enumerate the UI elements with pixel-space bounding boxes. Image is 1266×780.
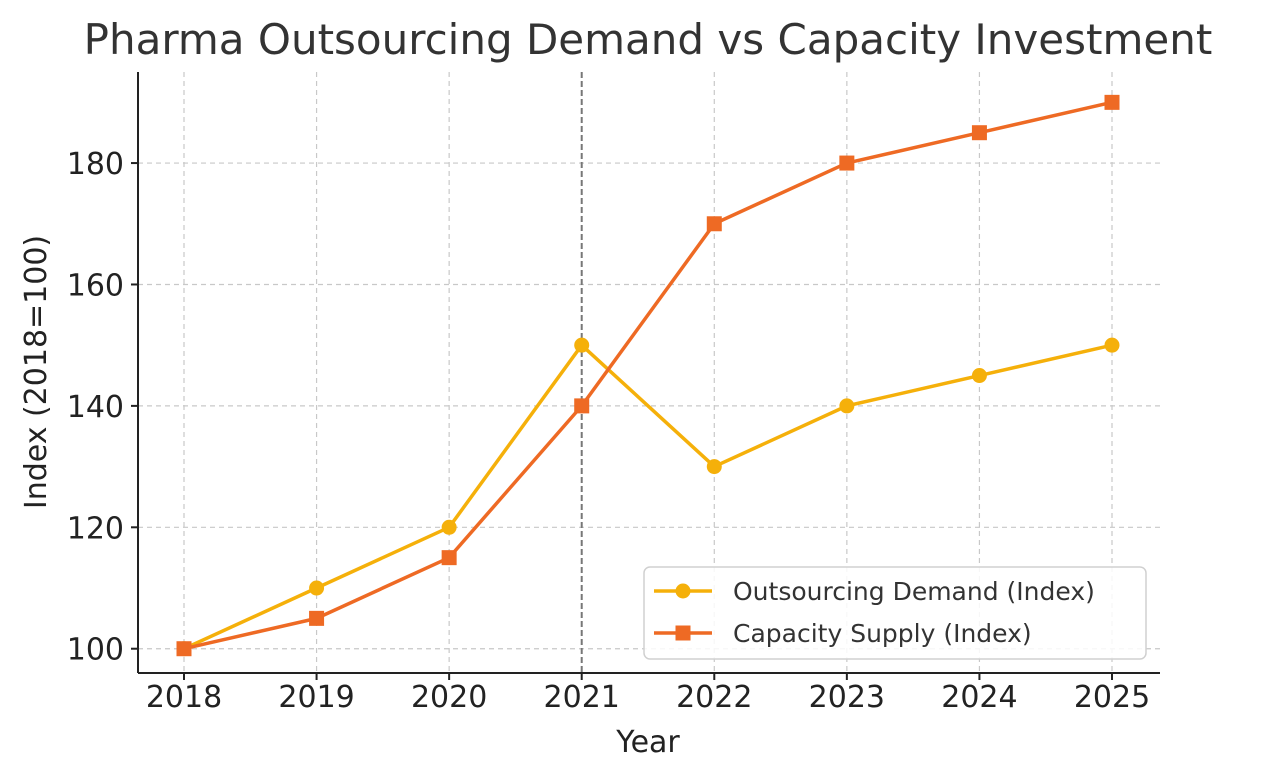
data-point-square xyxy=(839,155,855,171)
legend-item: Outsourcing Demand (Index) xyxy=(654,577,1095,606)
series-layer xyxy=(176,94,1120,657)
x-axis-label: Year xyxy=(615,725,680,760)
y-tick-label: 100 xyxy=(67,633,124,668)
data-point-square xyxy=(309,610,325,626)
x-tick-label: 2021 xyxy=(544,680,620,715)
y-tick-label: 180 xyxy=(67,147,124,182)
y-axis-label: Index (2018=100) xyxy=(19,235,54,509)
data-point-circle xyxy=(1104,337,1120,353)
legend-marker-circle xyxy=(675,583,691,599)
legend-label: Outsourcing Demand (Index) xyxy=(733,577,1095,606)
tick-labels-layer: 2018 2019 2020 2021 2022 2023 2024 2025 100 120 14… xyxy=(67,147,1150,715)
y-tick-label: 160 xyxy=(67,268,124,303)
series-2 xyxy=(176,94,1120,657)
data-point-circle xyxy=(441,519,457,535)
legend-box xyxy=(643,566,1147,660)
legend: Outsourcing Demand (Index) Capacity Suppl… xyxy=(643,566,1147,660)
data-point-square xyxy=(574,398,590,414)
data-point-circle xyxy=(574,337,590,353)
data-point-circle xyxy=(706,459,722,475)
axes-layer xyxy=(131,72,1160,680)
x-tick-label: 2025 xyxy=(1074,680,1150,715)
data-point-square xyxy=(176,641,192,657)
series-line xyxy=(183,100,1113,651)
series-1 xyxy=(176,337,1120,657)
legend-item: Capacity Supply (Index) xyxy=(654,619,1032,648)
x-tick-label: 2022 xyxy=(676,680,752,715)
y-tick-label: 140 xyxy=(67,390,124,425)
data-point-square xyxy=(706,216,722,232)
data-point-circle xyxy=(309,580,325,596)
data-point-square xyxy=(441,550,457,566)
x-tick-label: 2023 xyxy=(809,680,885,715)
x-tick-label: 2018 xyxy=(146,680,222,715)
y-tick-label: 120 xyxy=(67,511,124,546)
series-line xyxy=(183,343,1113,651)
x-tick-label: 2024 xyxy=(941,680,1017,715)
x-tick-label: 2020 xyxy=(411,680,487,715)
legend-marker-square xyxy=(675,625,691,641)
chart-title: Pharma Outsourcing Demand vs Capacity In… xyxy=(84,15,1213,64)
data-point-circle xyxy=(971,368,987,384)
legend-label: Capacity Supply (Index) xyxy=(733,619,1032,648)
data-point-circle xyxy=(839,398,855,414)
x-tick-label: 2019 xyxy=(278,680,354,715)
data-point-square xyxy=(1104,94,1120,110)
data-point-square xyxy=(971,125,987,141)
